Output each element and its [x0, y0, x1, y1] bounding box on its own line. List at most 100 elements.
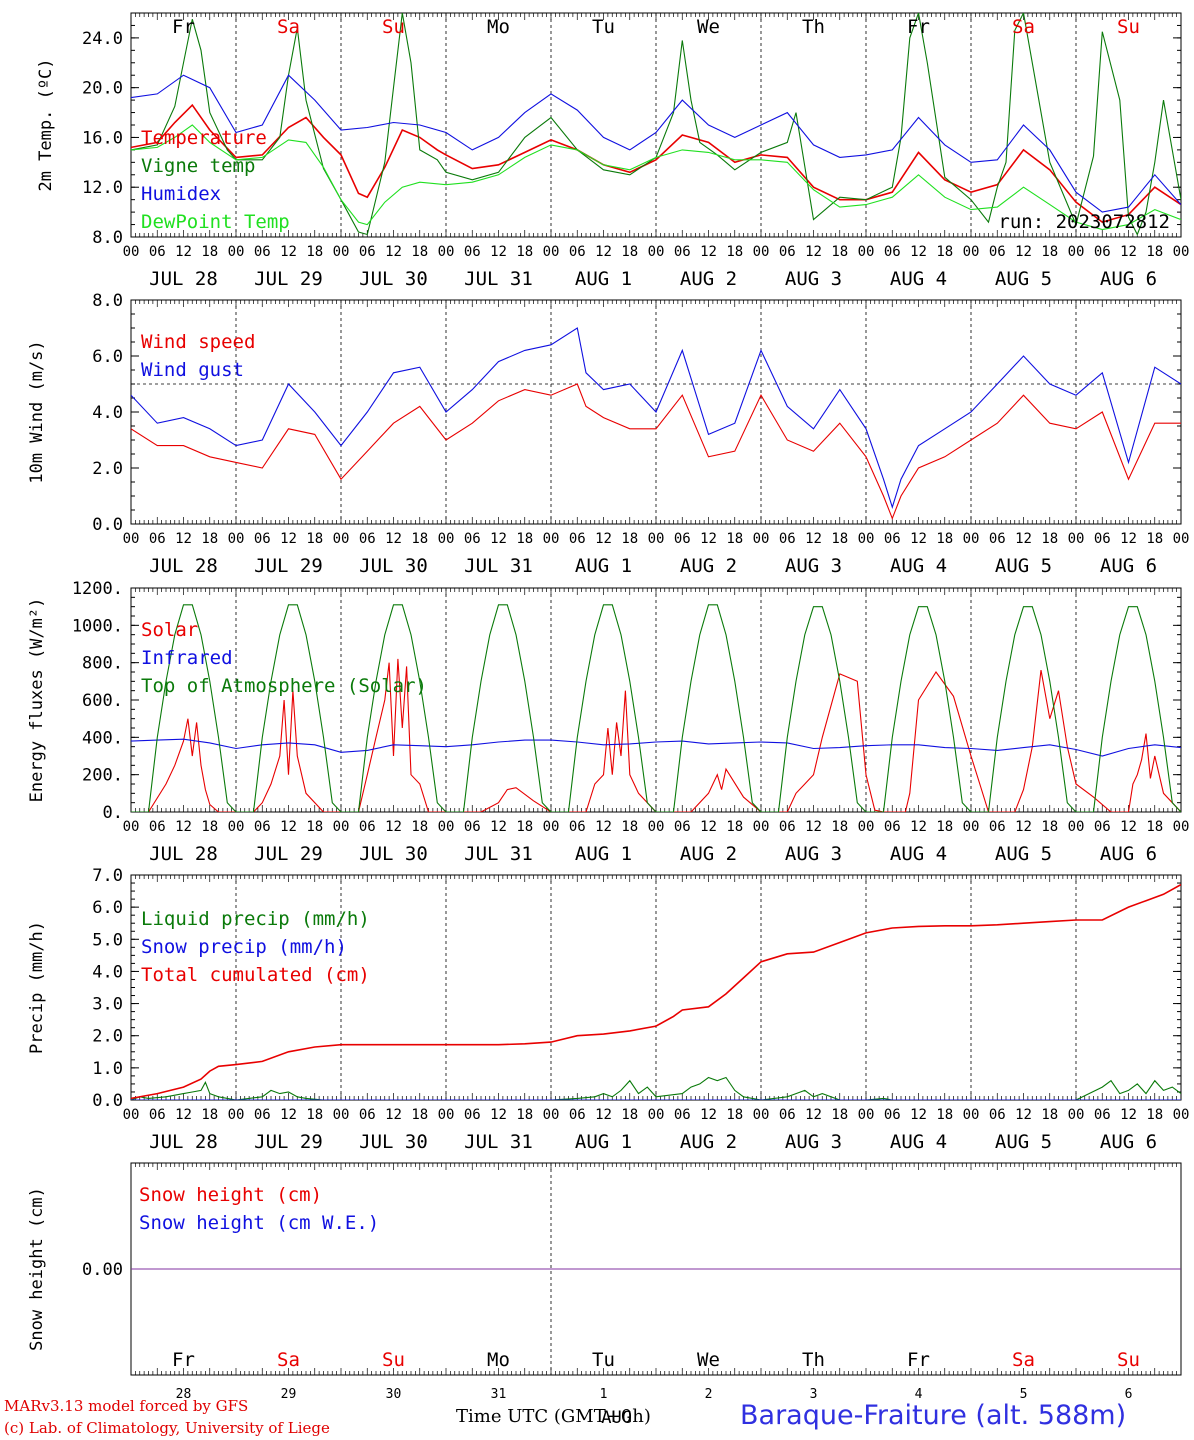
- day-number-label: 28: [176, 1387, 192, 1402]
- hour-tick-label: 00: [1173, 244, 1190, 260]
- hour-tick-label: 12: [280, 531, 297, 547]
- hour-tick-label: 00: [333, 244, 350, 260]
- weekday-label: Fr: [172, 16, 195, 38]
- weekday-label: Th: [802, 16, 825, 38]
- hour-tick-label: 18: [621, 531, 638, 547]
- series-line-4: [131, 124, 1181, 231]
- hour-tick-label: 00: [648, 531, 665, 547]
- date-label: JUL 31: [464, 843, 533, 865]
- date-label: AUG 1: [575, 1131, 632, 1153]
- weekday-label: Fr: [907, 16, 930, 38]
- hour-tick-label: 18: [306, 1107, 323, 1123]
- legend-entry: Vigne temp: [141, 155, 255, 177]
- hour-tick-label: 00: [228, 819, 245, 835]
- hour-tick-label: 12: [1120, 244, 1137, 260]
- date-label: JUL 28: [149, 555, 218, 577]
- date-label: AUG 6: [1100, 555, 1157, 577]
- y-tick-label: 7.0: [92, 866, 123, 886]
- series-line-3: [131, 74, 1181, 213]
- legend-entry: Infrared: [141, 647, 233, 669]
- hour-tick-label: 06: [989, 819, 1006, 835]
- series-line-2: [131, 327, 1181, 510]
- hour-tick-label: 06: [1094, 1107, 1111, 1123]
- hour-tick-label: 00: [438, 531, 455, 547]
- hour-tick-label: 18: [306, 531, 323, 547]
- hour-tick-label: 06: [569, 1107, 586, 1123]
- x-axis-label: Time UTC (GMT+0h): [456, 1406, 651, 1427]
- hour-tick-label: 00: [753, 244, 770, 260]
- hour-tick-label: 12: [280, 819, 297, 835]
- y-tick-label: 0.0: [92, 1091, 123, 1111]
- hour-tick-label: 00: [438, 244, 455, 260]
- hour-tick-label: 18: [411, 244, 428, 260]
- date-label: AUG 4: [890, 843, 947, 865]
- hour-tick-label: 18: [726, 1107, 743, 1123]
- hour-tick-label: 18: [1146, 819, 1163, 835]
- y-tick-label: 1200.: [72, 579, 123, 599]
- hour-tick-label: 18: [726, 244, 743, 260]
- hour-tick-label: 12: [385, 819, 402, 835]
- hour-tick-label: 12: [910, 1107, 927, 1123]
- y-tick-label: 400.: [82, 728, 123, 748]
- plot-frame: [130, 587, 1182, 813]
- hour-tick-label: 18: [726, 531, 743, 547]
- day-number-label: 6: [1125, 1387, 1133, 1402]
- hour-tick-label: 06: [464, 531, 481, 547]
- run-label: run: 2023072812: [998, 211, 1170, 233]
- hour-tick-label: 12: [595, 1107, 612, 1123]
- hour-tick-label: 00: [123, 1107, 140, 1123]
- panel-5: [130, 1162, 1182, 1376]
- month-label: AUG: [601, 1408, 632, 1428]
- hour-tick-label: 00: [858, 819, 875, 835]
- date-label: JUL 28: [149, 843, 218, 865]
- y-tick-label: 800.: [82, 654, 123, 674]
- hour-tick-label: 12: [1015, 1107, 1032, 1123]
- date-label: JUL 30: [359, 268, 428, 290]
- y-tick-label: 20.0: [82, 79, 123, 99]
- hour-tick-label: 06: [989, 531, 1006, 547]
- hour-tick-label: 18: [411, 1107, 428, 1123]
- hour-tick-label: 00: [333, 819, 350, 835]
- hour-tick-label: 06: [254, 819, 271, 835]
- y-tick-label: 2.0: [92, 459, 123, 479]
- hour-tick-label: 00: [963, 244, 980, 260]
- date-label: AUG 3: [785, 268, 842, 290]
- hour-tick-label: 18: [516, 531, 533, 547]
- hour-tick-label: 12: [910, 819, 927, 835]
- hour-tick-label: 00: [1068, 244, 1085, 260]
- y-tick-label: 6.0: [92, 347, 123, 367]
- y-tick-label: 3.0: [92, 995, 123, 1015]
- hour-tick-label: 18: [516, 244, 533, 260]
- y-axis-label: Precip (mm/h): [27, 921, 47, 1054]
- date-label: JUL 31: [464, 268, 533, 290]
- hour-tick-label: 18: [516, 1107, 533, 1123]
- hour-tick-label: 00: [333, 531, 350, 547]
- hour-tick-label: 06: [359, 244, 376, 260]
- date-label: JUL 30: [359, 1131, 428, 1153]
- hour-tick-label: 00: [543, 819, 560, 835]
- hour-tick-label: 06: [884, 819, 901, 835]
- hour-tick-label: 18: [831, 819, 848, 835]
- legend-entry: Snow height (cm): [139, 1184, 322, 1206]
- hour-tick-label: 12: [385, 1107, 402, 1123]
- hour-tick-label: 12: [175, 531, 192, 547]
- hour-tick-label: 12: [385, 531, 402, 547]
- hour-tick-label: 06: [779, 531, 796, 547]
- date-label: AUG 6: [1100, 843, 1157, 865]
- hour-tick-label: 00: [543, 1107, 560, 1123]
- hour-tick-label: 00: [1068, 819, 1085, 835]
- legend-entry: Snow precip (mm/h): [141, 936, 347, 958]
- weekday-label: Sa: [277, 16, 300, 38]
- hour-tick-label: 06: [359, 819, 376, 835]
- date-label: AUG 5: [995, 268, 1052, 290]
- hour-tick-label: 12: [700, 531, 717, 547]
- hour-tick-label: 12: [1120, 1107, 1137, 1123]
- date-label: AUG 3: [785, 555, 842, 577]
- weekday-label: Su: [382, 1349, 405, 1371]
- date-label: AUG 6: [1100, 268, 1157, 290]
- weekday-label: Fr: [172, 1349, 195, 1371]
- hour-tick-label: 12: [1015, 531, 1032, 547]
- hour-tick-label: 12: [700, 1107, 717, 1123]
- hour-tick-label: 18: [201, 1107, 218, 1123]
